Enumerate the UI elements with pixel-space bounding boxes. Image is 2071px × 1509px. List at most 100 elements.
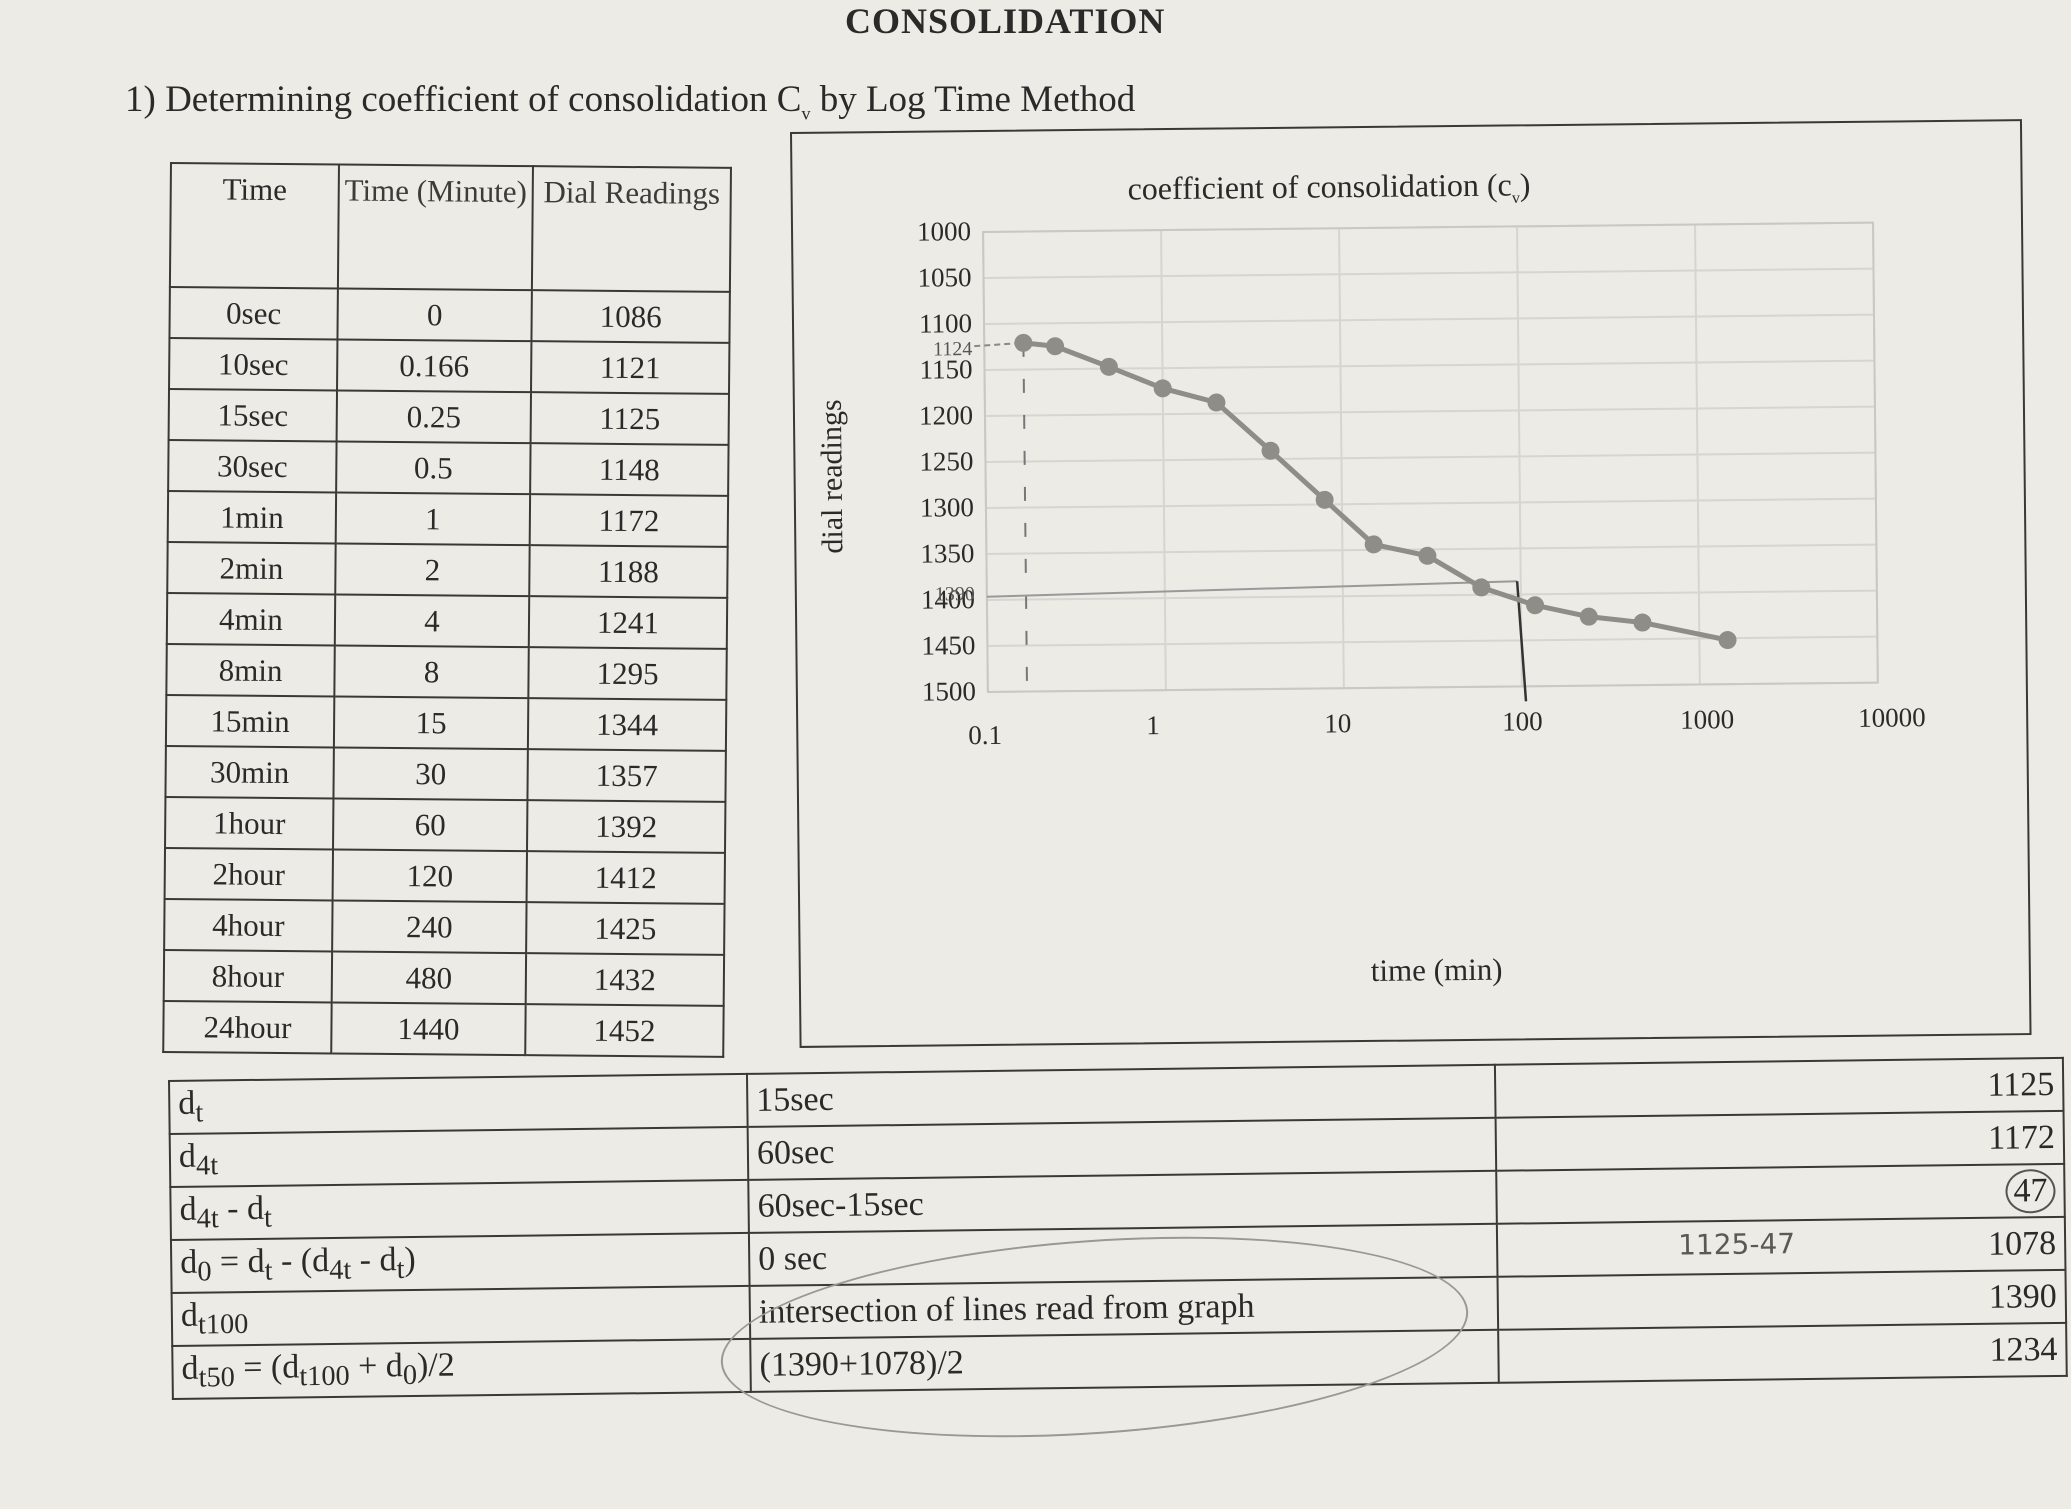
table-row: 4hour 240 1425 <box>164 898 725 955</box>
calc-description: 60sec <box>747 1117 1497 1180</box>
calc-value: 47 <box>2005 1168 2056 1214</box>
cell-minutes: 30 <box>333 747 528 801</box>
calc-value-cell: 1390 <box>1497 1269 2067 1330</box>
data-point <box>1364 535 1383 554</box>
grid-line-horizontal <box>987 635 1878 647</box>
data-point <box>1418 546 1437 565</box>
data-point <box>1261 441 1280 460</box>
header-dial-readings: Dial Readings <box>531 166 731 292</box>
cell-dial: 1295 <box>528 647 727 700</box>
data-point <box>1099 357 1118 376</box>
cell-minutes: 0.5 <box>336 441 531 495</box>
d100-horizontal-line <box>986 580 1518 598</box>
section-heading-text: 1) Determining coefficient of consolidat… <box>125 79 802 120</box>
data-point <box>1315 490 1334 509</box>
cell-minutes: 1 <box>335 492 531 546</box>
grid-line-vertical <box>1516 226 1523 687</box>
cell-minutes: 480 <box>331 951 527 1005</box>
cell-dial: 1121 <box>531 341 730 394</box>
handwritten-note: 1125-47 <box>1677 1227 1796 1262</box>
cell-time: 10sec <box>169 338 338 391</box>
grid-line-horizontal <box>984 405 1875 417</box>
grid-line-horizontal <box>985 451 1876 463</box>
cell-time: 1hour <box>165 796 334 850</box>
cell-dial: 1148 <box>530 443 729 496</box>
table-row: 2min 2 1188 <box>167 541 728 598</box>
data-point <box>1014 333 1033 352</box>
data-point <box>1153 379 1172 398</box>
data-point <box>1526 596 1545 615</box>
chart-frame: coefficient of consolidation (cv) dial r… <box>790 119 2032 1048</box>
cell-dial: 1125 <box>530 392 729 445</box>
cell-time: 2hour <box>164 847 334 901</box>
cell-dial: 1344 <box>527 698 727 751</box>
calc-description: 15sec <box>746 1064 1496 1127</box>
cell-minutes: 4 <box>334 594 530 648</box>
cell-dial: 1392 <box>526 800 726 853</box>
calc-value: 1172 <box>1987 1118 2056 1157</box>
cell-time: 0sec <box>169 287 338 340</box>
series-line <box>1023 340 1729 643</box>
cell-dial: 1357 <box>527 749 726 802</box>
cell-dial: 1412 <box>526 851 725 904</box>
line-chart <box>974 221 1879 702</box>
table-row: 2hour 120 1412 <box>164 847 725 904</box>
grid-line-vertical <box>1160 230 1167 691</box>
cell-time: 24hour <box>163 1000 332 1054</box>
table-row: 1min 1 1172 <box>167 490 729 547</box>
calc-label: d4t - dt <box>170 1179 749 1240</box>
header-time: Time <box>169 163 339 289</box>
grid-line-horizontal <box>984 359 1875 371</box>
table-row: 24hour 1440 1452 <box>163 1000 724 1057</box>
section-heading-sub: v <box>801 103 811 124</box>
data-point <box>1472 578 1491 597</box>
calc-value: 1078 <box>1987 1224 2057 1263</box>
table-row: 4min 4 1241 <box>166 592 728 649</box>
calc-value-cell: 1234 <box>1498 1322 2067 1383</box>
calc-description: (1390+1078)/2 <box>750 1329 1499 1392</box>
cell-dial: 1241 <box>528 596 728 649</box>
x-axis-title: time (min) <box>1370 951 1503 988</box>
cell-time: 8hour <box>163 949 333 1003</box>
table-header-row: Time Time (Minute) Dial Readings <box>169 163 731 292</box>
cell-minutes: 8 <box>334 645 529 699</box>
calc-value-cell: 1125 <box>1494 1057 2064 1118</box>
grid-line-horizontal <box>983 267 1874 279</box>
calc-label: dt100 <box>171 1285 751 1346</box>
calc-label: d4t <box>169 1126 749 1187</box>
table-row: 8min 8 1295 <box>166 643 727 700</box>
dashed-guide-line <box>1022 342 1029 692</box>
readings-body: 0sec 0 1086 10sec 0.166 1121 15sec 0.25 1125 30se… <box>163 287 730 1057</box>
table-row: 30min 30 1357 <box>165 745 726 802</box>
calc-label: d0 = dt - (d4t - dt) <box>170 1232 750 1293</box>
cell-dial: 1425 <box>526 902 725 955</box>
calc-value-cell: 1125-47 1078 <box>1496 1216 2066 1277</box>
cell-minutes: 240 <box>332 900 527 954</box>
calc-value: 1234 <box>1989 1330 2058 1369</box>
cell-minutes: 2 <box>335 543 530 597</box>
table-row: 15min 15 1344 <box>165 694 727 751</box>
data-point <box>1046 337 1065 356</box>
data-point <box>1207 393 1226 412</box>
cell-dial: 1432 <box>525 953 725 1006</box>
dial-readings-table: Time Time (Minute) Dial Readings 0sec 0 10… <box>162 162 732 1058</box>
calc-value-cell: 1172 <box>1495 1110 2065 1171</box>
grid-line-horizontal <box>985 497 1876 509</box>
cell-time: 2min <box>167 541 336 595</box>
cell-minutes: 0.166 <box>337 339 532 393</box>
cell-time: 15min <box>165 694 335 748</box>
data-point <box>1633 613 1652 632</box>
cell-minutes: 1440 <box>331 1002 526 1056</box>
table-row: 30sec 0.5 1148 <box>168 439 729 496</box>
section-heading: 1) Determining coefficient of consolidat… <box>125 78 1135 124</box>
calc-label: dt50 = (dt100 + d0)/2 <box>172 1338 751 1399</box>
calculation-table: dt 15sec 1125 d4t 60sec 1172 d4t - dt 60sec-15s… <box>168 1057 2068 1400</box>
header-time-minute: Time (Minute) <box>337 164 533 291</box>
table-row: 1hour 60 1392 <box>165 796 726 853</box>
grid-line-horizontal <box>986 589 1877 601</box>
data-point <box>1579 607 1598 626</box>
cell-time: 4hour <box>164 898 333 952</box>
data-point <box>1718 631 1737 650</box>
calc-value: 1125 <box>1987 1065 2055 1104</box>
calc-label: dt <box>169 1073 748 1134</box>
